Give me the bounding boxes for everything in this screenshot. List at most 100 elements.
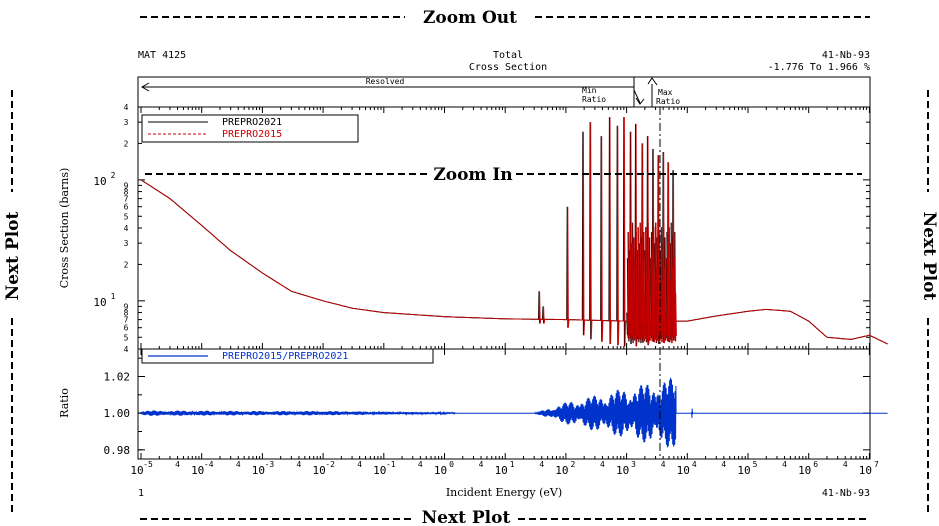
y-minor-tick-label: 2: [124, 139, 129, 148]
x-tick-label: 10: [191, 464, 204, 477]
series-ratio: [140, 377, 888, 448]
region-panel: Resolved Min Ratio Max Ratio: [137, 76, 871, 108]
y-minor-tick-label: 2: [124, 260, 129, 269]
x-tick-label: 10: [495, 464, 508, 477]
x-minor-tick-label: 4: [479, 460, 484, 469]
x-tick-exponent: 6: [813, 460, 818, 469]
y-minor-tick-label: 8: [124, 188, 129, 197]
header-nuclide: 41-Nb-93: [822, 50, 870, 61]
min-ratio-pointer: [633, 89, 641, 104]
next-plot-bottom-label[interactable]: Next Plot: [422, 508, 511, 526]
x-tick-label: 10: [373, 464, 386, 477]
next-plot-right-control[interactable]: Next Plot: [919, 90, 939, 512]
series-prepro2021: [140, 117, 888, 347]
x-tick-label: 10: [737, 464, 750, 477]
x-minor-tick-label: 4: [297, 460, 302, 469]
x-tick-exponent: 0: [449, 460, 454, 469]
max-ratio-line2: Ratio: [656, 97, 680, 106]
x-minor-tick-label: 4: [418, 460, 423, 469]
main-legend: PREPRO2021 PREPRO2015: [141, 114, 359, 143]
x-tick-label: 10: [616, 464, 629, 477]
resolved-label: Resolved: [366, 77, 405, 86]
zoom-in-control[interactable]: Zoom In: [145, 162, 862, 185]
y-minor-tick-label: 7: [124, 316, 129, 325]
y-tick-exponent: 2: [111, 171, 116, 180]
y-minor-tick-label: 5: [124, 333, 129, 342]
y-minor-tick-label: 9: [124, 302, 129, 311]
x-tick-label: 10: [434, 464, 447, 477]
mat-label: MAT 4125: [138, 50, 186, 61]
y-minor-tick-label: 4: [124, 345, 129, 354]
y-minor-tick-label: 6: [124, 324, 129, 333]
y-minor-tick-label: 6: [124, 203, 129, 212]
x-tick-exponent: 4: [692, 460, 697, 469]
title-line2: Cross Section: [469, 62, 547, 73]
x-tick-exponent: -2: [325, 460, 335, 469]
x-minor-tick-label: 4: [843, 460, 848, 469]
x-tick-label: 10: [555, 464, 568, 477]
y-minor-tick-label: 5: [124, 212, 129, 221]
y-minor-tick-label: 4: [124, 103, 129, 112]
ratio-y-tick-label: 1.00: [104, 407, 131, 420]
x-minor-tick-label: 4: [236, 460, 241, 469]
x-minor-tick-label: 4: [721, 460, 726, 469]
y-tick-label: 10: [93, 175, 106, 188]
footer-nuclide: 41-Nb-93: [822, 488, 870, 499]
y-tick-label: 10: [93, 296, 106, 309]
page-number: 1: [138, 488, 144, 499]
ratio-plot-frame: [137, 348, 871, 460]
ratio-ylabel: Ratio: [58, 388, 71, 418]
x-tick-exponent: -4: [204, 460, 214, 469]
min-ratio-line1: Min: [582, 86, 597, 95]
x-tick-exponent: -3: [265, 460, 275, 469]
y-minor-tick-label: 8: [124, 309, 129, 318]
y-minor-tick-label: 3: [124, 239, 129, 248]
zoom-in-label[interactable]: Zoom In: [433, 165, 512, 185]
x-tick-exponent: -1: [386, 460, 396, 469]
legend-label-prepro2021: PREPRO2021: [222, 117, 282, 128]
max-ratio-line1: Max: [658, 88, 673, 97]
ratio-legend: PREPRO2015/PREPRO2021: [141, 348, 434, 364]
zoom-out-label[interactable]: Zoom Out: [423, 8, 517, 28]
x-tick-label: 10: [312, 464, 325, 477]
resolved-arrow-head: [140, 82, 150, 92]
x-minor-tick-label: 4: [539, 460, 544, 469]
next-plot-bottom-control[interactable]: Next Plot: [140, 508, 870, 526]
zoom-out-control[interactable]: Zoom Out: [140, 8, 870, 28]
y-minor-tick-label: 9: [124, 181, 129, 190]
ratio-range: -1.776 To 1.966 %: [768, 62, 870, 73]
y-minor-tick-label: 7: [124, 195, 129, 204]
ratio-y-tick-label: 0.98: [104, 444, 131, 457]
legend-label-ratio: PREPRO2015/PREPRO2021: [222, 351, 348, 362]
x-minor-tick-label: 4: [782, 460, 787, 469]
x-tick-exponent: 3: [631, 460, 636, 469]
x-tick-exponent: 2: [570, 460, 575, 469]
x-tick-label: 10: [677, 464, 690, 477]
x-tick-label: 10: [130, 464, 143, 477]
next-plot-left-control[interactable]: Next Plot: [3, 90, 23, 512]
next-plot-right-label[interactable]: Next Plot: [919, 212, 939, 301]
x-minor-tick-label: 4: [175, 460, 180, 469]
main-plot-frame: [137, 106, 871, 350]
x-minor-tick-label: 4: [600, 460, 605, 469]
next-plot-left-label[interactable]: Next Plot: [3, 212, 23, 301]
x-minor-tick-label: 4: [357, 460, 362, 469]
ratio-series: [140, 377, 888, 448]
min-ratio-line2: Ratio: [582, 95, 606, 104]
series-prepro2015: [140, 117, 888, 347]
x-tick-label: 10: [252, 464, 265, 477]
x-tick-exponent: 1: [510, 460, 515, 469]
title-line1: Total: [493, 50, 523, 61]
x-tick-exponent: 7: [874, 460, 879, 469]
x-tick-label: 10: [859, 464, 872, 477]
x-axis-label: Incident Energy (eV): [446, 486, 562, 499]
y-minor-tick-label: 4: [124, 224, 129, 233]
x-tick-exponent: 5: [753, 460, 758, 469]
y-minor-tick-label: 3: [124, 118, 129, 127]
x-minor-tick-label: 4: [661, 460, 666, 469]
x-tick-exponent: -5: [143, 460, 153, 469]
x-tick-label: 10: [798, 464, 811, 477]
main-ylabel: Cross Section (barns): [58, 168, 71, 289]
legend-label-prepro2015: PREPRO2015: [222, 129, 282, 140]
